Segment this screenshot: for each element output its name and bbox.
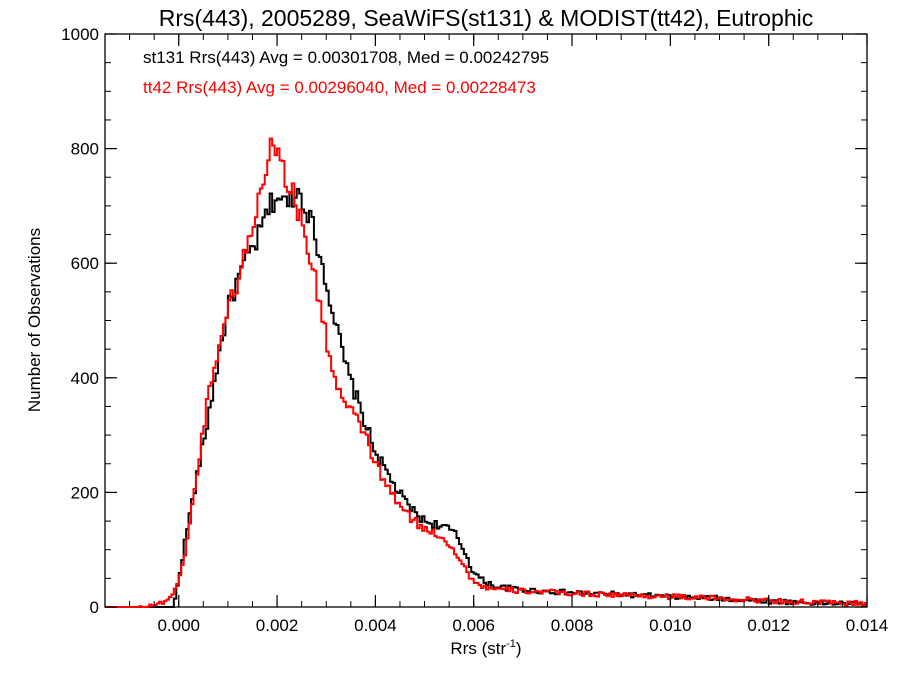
x-tick-label: 0.012	[747, 616, 790, 635]
y-tick-label: 1000	[61, 25, 99, 44]
x-tick-label: 0.008	[551, 616, 594, 635]
x-tick-label: 0.006	[452, 616, 495, 635]
y-tick-label: 200	[71, 483, 99, 502]
x-axis-label-main: Rrs (str	[450, 639, 506, 658]
legend-annotations: st131 Rrs(443) Avg = 0.00301708, Med = 0…	[143, 48, 549, 97]
x-axis-label-superscript: -1	[506, 638, 516, 650]
x-tick-label: 0.004	[354, 616, 397, 635]
y-axis-label: Number of Observations	[25, 228, 44, 412]
plot-area: 0.000 0.002 0.004 0.006 0.008 0.010 0.012 0.014…	[61, 25, 888, 635]
x-tick-label: 0.010	[649, 616, 692, 635]
x-tick-label: 0.000	[157, 616, 200, 635]
annotation-tt42: tt42 Rrs(443) Avg = 0.00296040, Med = 0.…	[143, 78, 536, 97]
x-axis-label: Rrs (str-1)	[450, 638, 521, 658]
x-tick-label: 0.002	[256, 616, 299, 635]
annotation-st131: st131 Rrs(443) Avg = 0.00301708, Med = 0…	[143, 48, 549, 67]
histogram-series-1	[105, 137, 867, 608]
y-tick-label: 0	[90, 598, 99, 617]
ticks-layer: 0.000 0.002 0.004 0.006 0.008 0.010 0.012 0.014…	[61, 25, 888, 635]
chart-title: Rrs(443), 2005289, SeaWiFS(st131) & MODI…	[159, 5, 813, 31]
x-tick-label: 0.014	[846, 616, 889, 635]
y-tick-label: 400	[71, 369, 99, 388]
series-layer	[105, 137, 867, 608]
y-tick-label: 600	[71, 254, 99, 273]
y-tick-label: 800	[71, 140, 99, 159]
x-axis-label-end: )	[516, 639, 522, 658]
